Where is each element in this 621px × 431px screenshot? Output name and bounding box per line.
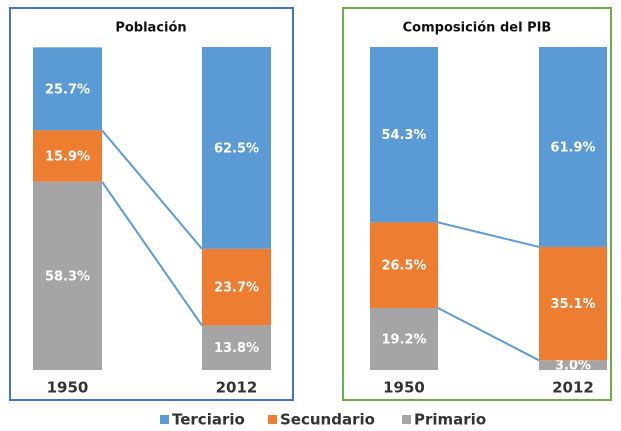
data-label: 15.9%: [45, 150, 90, 165]
x-tick-label: 2012: [552, 379, 594, 397]
bar-segment: [370, 307, 438, 370]
bar-segment: [33, 181, 102, 370]
bar-segment: [370, 222, 438, 308]
bar-segment: [370, 47, 438, 223]
data-label: 26.5%: [381, 259, 426, 274]
data-label: 25.7%: [45, 82, 90, 97]
connector-line: [101, 181, 203, 326]
data-label: 61.9%: [550, 140, 595, 155]
connector-line: [437, 221, 540, 248]
bar-segment: [202, 248, 271, 326]
data-label: 23.7%: [214, 281, 259, 296]
x-tick-label: 1950: [383, 379, 425, 397]
data-label: 19.2%: [381, 332, 426, 347]
legend-swatch: [268, 415, 277, 424]
data-label: 62.5%: [214, 141, 259, 156]
connector-line: [101, 129, 203, 250]
data-label: 58.3%: [45, 269, 90, 284]
bar-segment: [539, 246, 607, 361]
data-label: 54.3%: [381, 128, 426, 143]
chart-title: Composición del PIB: [403, 21, 552, 36]
bar-segment: [202, 47, 271, 249]
bar-segment: [539, 360, 607, 370]
bar-segment: [33, 130, 102, 182]
panel-frame: [342, 7, 612, 401]
data-label: 13.8%: [214, 341, 259, 356]
panel-frame: [9, 7, 294, 401]
bar-segment: [33, 47, 102, 131]
legend-label: Terciario: [172, 411, 245, 429]
bar-segment: [539, 47, 607, 247]
connector-line: [437, 307, 540, 362]
x-tick-label: 1950: [47, 379, 89, 397]
legend-swatch: [160, 415, 169, 424]
legend-label: Primario: [414, 411, 486, 429]
bar-segment: [202, 325, 271, 370]
data-label: 35.1%: [550, 297, 595, 312]
data-label: 3.0%: [555, 359, 591, 374]
legend-label: Secundario: [280, 411, 375, 429]
x-tick-label: 2012: [216, 379, 258, 397]
chart-title: Población: [115, 21, 186, 36]
legend-swatch: [402, 415, 411, 424]
